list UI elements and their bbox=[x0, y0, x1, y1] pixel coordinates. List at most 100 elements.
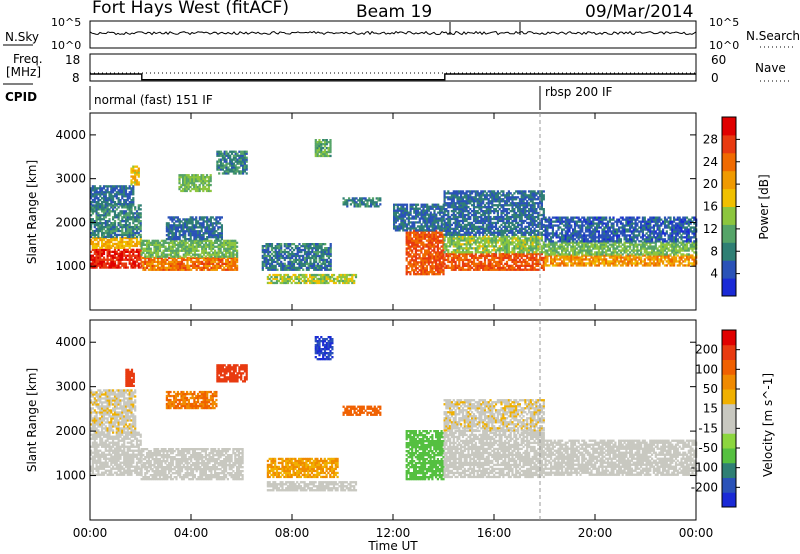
range-gate-cell bbox=[431, 205, 434, 208]
range-gate-cell bbox=[223, 266, 226, 269]
range-gate-cell bbox=[128, 254, 131, 257]
range-gate-cell bbox=[202, 174, 205, 177]
range-gate-cell bbox=[526, 260, 529, 264]
range-gate-cell bbox=[491, 252, 494, 256]
range-gate-cell bbox=[95, 208, 98, 211]
range-gate-cell bbox=[476, 258, 479, 262]
range-gate-cell bbox=[298, 258, 301, 262]
range-gate-cell bbox=[438, 269, 441, 272]
range-gate-cell bbox=[315, 258, 318, 262]
range-gate-cell bbox=[280, 256, 283, 260]
range-gate-cell bbox=[452, 241, 455, 244]
range-gate-cell bbox=[180, 189, 183, 193]
range-gate-cell bbox=[97, 187, 100, 190]
range-gate-cell bbox=[227, 152, 230, 155]
range-gate-cell bbox=[482, 206, 485, 209]
range-gate-cell bbox=[485, 206, 488, 209]
range-gate-cell bbox=[413, 225, 416, 228]
range-gate-cell bbox=[142, 256, 145, 260]
range-gate-cell bbox=[535, 264, 538, 267]
range-gate-cell bbox=[139, 222, 142, 225]
range-gate-cell bbox=[185, 183, 188, 187]
range-gate-cell bbox=[461, 227, 465, 230]
range-gate-cell bbox=[493, 241, 496, 244]
range-gate-cell bbox=[93, 235, 96, 239]
range-gate-cell bbox=[199, 260, 202, 264]
range-gate-cell bbox=[215, 236, 218, 239]
range-gate-cell bbox=[219, 243, 222, 246]
range-gate-cell bbox=[326, 247, 329, 250]
range-gate-cell bbox=[450, 239, 453, 242]
range-gate-cell bbox=[309, 250, 312, 254]
range-gate-cell bbox=[485, 215, 488, 219]
range-gate-cell bbox=[123, 189, 126, 192]
range-gate-cell bbox=[326, 268, 329, 271]
range-gate-cell bbox=[324, 262, 327, 265]
range-gate-cell bbox=[312, 279, 315, 283]
range-gate-cell bbox=[281, 264, 285, 267]
range-gate-cell bbox=[99, 236, 102, 240]
range-gate-cell bbox=[190, 258, 193, 262]
range-gate-cell bbox=[182, 255, 185, 258]
range-gate-cell bbox=[190, 241, 193, 244]
range-gate-cell bbox=[435, 251, 438, 254]
range-gate-cell bbox=[135, 240, 139, 244]
range-gate-cell bbox=[305, 281, 308, 285]
range-gate-cell bbox=[422, 225, 425, 228]
range-gate-cell bbox=[226, 245, 229, 248]
range-gate-cell bbox=[208, 268, 211, 271]
range-gate-cell bbox=[425, 273, 428, 276]
range-gate-cell bbox=[447, 196, 450, 199]
range-gate-cell bbox=[135, 231, 139, 235]
range-gate-cell bbox=[298, 264, 301, 267]
range-gate-cell bbox=[429, 269, 432, 272]
range-gate-cell bbox=[108, 214, 111, 217]
range-gate-cell bbox=[460, 247, 463, 250]
range-gate-cell bbox=[119, 260, 122, 263]
range-gate-cell bbox=[195, 230, 198, 233]
range-gate-cell bbox=[95, 266, 98, 269]
range-gate-cell bbox=[112, 210, 115, 213]
range-gate-cell bbox=[400, 221, 403, 224]
range-gate-cell bbox=[316, 250, 319, 254]
range-gate-cell bbox=[402, 229, 405, 232]
range-gate-cell bbox=[104, 191, 107, 194]
range-gate-cell bbox=[135, 224, 139, 227]
range-gate-cell bbox=[182, 234, 185, 237]
range-gate-cell bbox=[442, 273, 445, 276]
range-gate-cell bbox=[220, 232, 223, 235]
range-gate-cell bbox=[115, 266, 118, 269]
range-gate-cell bbox=[400, 219, 403, 222]
range-gate-cell bbox=[130, 187, 133, 190]
range-gate-cell bbox=[505, 251, 509, 254]
range-gate-cell bbox=[164, 247, 167, 250]
range-gate-cell bbox=[449, 231, 452, 234]
range-gate-cell bbox=[460, 233, 463, 236]
range-gate-cell bbox=[500, 219, 503, 223]
range-gate-cell bbox=[182, 226, 185, 229]
range-gate-cell bbox=[420, 213, 423, 216]
range-gate-cell bbox=[454, 262, 457, 265]
range-gate-cell bbox=[533, 237, 536, 240]
range-gate-cell bbox=[189, 228, 192, 231]
range-gate-cell bbox=[285, 264, 288, 267]
range-gate-cell bbox=[151, 264, 154, 267]
range-gate-cell bbox=[513, 241, 516, 244]
range-gate-cell bbox=[416, 235, 419, 238]
range-gate-cell bbox=[101, 214, 104, 217]
range-gate-cell bbox=[126, 242, 129, 246]
range-gate-cell bbox=[467, 223, 470, 227]
range-gate-cell bbox=[187, 234, 190, 237]
range-gate-cell bbox=[460, 198, 463, 201]
range-gate-cell bbox=[393, 205, 396, 208]
range-gate-cell bbox=[193, 266, 196, 269]
range-gate-cell bbox=[413, 261, 416, 264]
range-gate-cell bbox=[449, 198, 452, 201]
range-gate-cell bbox=[307, 266, 310, 269]
range-gate-cell bbox=[420, 233, 423, 236]
range-gate-cell bbox=[483, 211, 487, 215]
range-gate-cell bbox=[160, 264, 163, 267]
range-gate-cell bbox=[93, 231, 96, 235]
range-gate-cell bbox=[197, 234, 200, 237]
range-gate-cell bbox=[171, 236, 174, 239]
